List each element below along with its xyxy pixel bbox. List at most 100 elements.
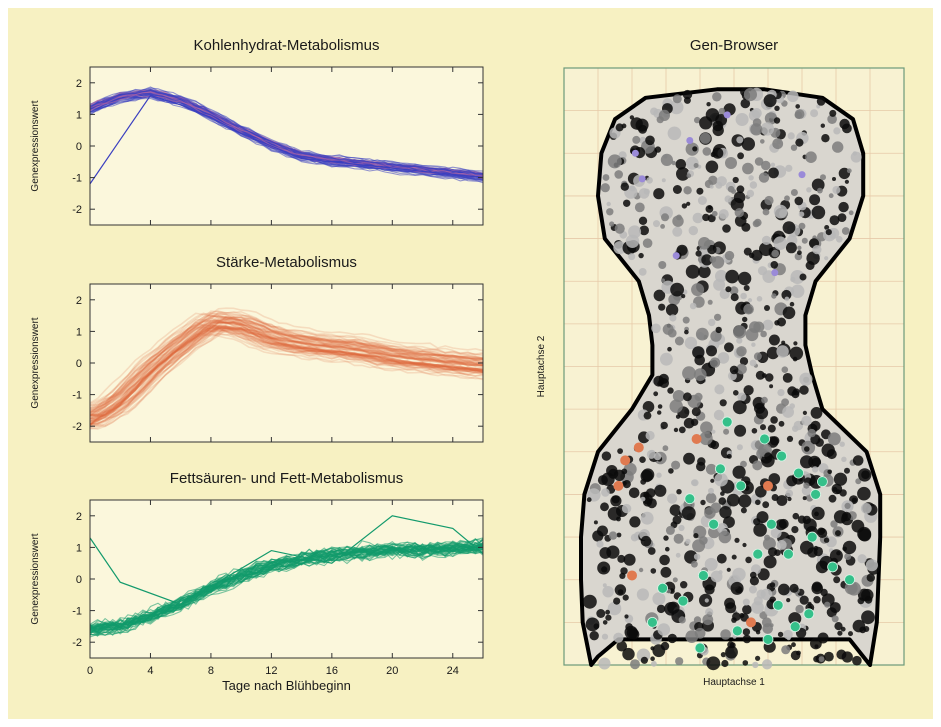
density-speckle (788, 612, 802, 626)
density-speckle (811, 178, 825, 192)
density-speckle (607, 601, 622, 616)
figure-panel: -2 -1 0 1 2 Kohlenhydrat-Metabolismus Genexpre… (8, 8, 933, 719)
density-speckle (696, 187, 704, 195)
density-speckle (675, 552, 681, 558)
density-speckle (601, 488, 610, 497)
series-line (89, 325, 484, 421)
density-speckle (683, 392, 692, 402)
density-speckle (638, 188, 650, 199)
density-speckle (620, 567, 628, 575)
density-speckle (838, 201, 849, 213)
density-speckle (621, 503, 632, 514)
density-speckle (667, 601, 680, 614)
series-line (89, 90, 484, 175)
scatter-point-green (844, 574, 855, 586)
density-speckle (645, 135, 655, 146)
density-speckle (690, 418, 699, 426)
density-speckle (817, 187, 823, 194)
y-axis-label: Hauptachse 2 (536, 335, 547, 397)
series-line (89, 312, 484, 404)
density-speckle (665, 546, 670, 552)
density-speckle (755, 655, 761, 661)
y-tick-label: 0 (76, 574, 82, 586)
y-tick-label: 0 (76, 358, 82, 370)
density-speckle (828, 193, 834, 199)
density-speckle (640, 478, 647, 485)
density-speckle (630, 533, 639, 542)
scatter-point-green (732, 625, 743, 637)
density-speckle (675, 159, 687, 170)
density-speckle (734, 537, 740, 543)
series-line (89, 329, 484, 426)
density-speckle (740, 292, 747, 300)
density-speckle (642, 238, 653, 248)
density-speckle (669, 504, 682, 516)
density-speckle (736, 185, 745, 194)
density-speckle (665, 525, 675, 535)
series-line (89, 315, 484, 415)
density-speckle (695, 250, 702, 257)
density-speckle (640, 535, 652, 547)
y-tick-label: 2 (76, 295, 82, 307)
density-speckle (743, 385, 754, 396)
series-line (89, 97, 484, 184)
series-line (89, 331, 484, 430)
density-speckle (658, 373, 669, 384)
density-speckle (773, 117, 781, 124)
density-speckle (745, 556, 752, 564)
chart-title: Gen-Browser (690, 37, 778, 54)
density-speckle (694, 116, 701, 124)
density-speckle (673, 427, 679, 433)
series-line (89, 318, 484, 418)
series-line (89, 319, 484, 420)
density-speckle (712, 92, 722, 102)
chart-title: Fettsäuren- und Fett-Metabolismus (170, 470, 403, 487)
density-speckle (774, 549, 781, 556)
density-speckle (640, 656, 649, 664)
density-speckle (770, 436, 780, 446)
density-speckle (724, 342, 734, 353)
series-line (89, 95, 484, 181)
density-speckle (622, 480, 631, 489)
density-speckle (605, 614, 612, 621)
density-speckle (660, 566, 672, 578)
density-speckle (733, 191, 746, 204)
density-speckle (686, 201, 691, 206)
density-speckle (667, 126, 682, 141)
density-speckle (816, 104, 821, 109)
density-speckle (805, 151, 817, 163)
density-speckle (683, 452, 695, 465)
density-speckle (672, 390, 685, 402)
density-speckle (652, 644, 666, 658)
density-speckle (617, 554, 626, 563)
density-speckle (720, 629, 731, 640)
density-speckle (764, 452, 772, 461)
x-tick-label: 16 (326, 665, 338, 677)
density-speckle (749, 585, 757, 594)
density-speckle (632, 135, 641, 144)
density-speckle (704, 557, 718, 571)
density-speckle (797, 250, 802, 256)
density-speckle (792, 425, 799, 432)
series-line (89, 320, 484, 417)
density-speckle (681, 203, 688, 209)
density-speckle (846, 168, 852, 174)
density-speckle (638, 567, 644, 573)
series-line (89, 324, 484, 417)
density-speckle (733, 390, 739, 396)
density-speckle (811, 582, 823, 595)
scatter-point-violet (686, 136, 694, 144)
y-axis-label: Genexpressionswert (30, 317, 41, 408)
density-speckle (823, 537, 830, 543)
density-speckle (841, 651, 853, 663)
density-speckle (646, 449, 656, 459)
density-speckle (751, 564, 761, 575)
density-speckle (755, 630, 761, 635)
scatter-point-green (694, 642, 706, 654)
density-speckle (640, 496, 646, 502)
x-tick-label: 0 (87, 665, 93, 677)
density-speckle (696, 461, 706, 472)
density-speckle (712, 147, 724, 159)
density-speckle (684, 336, 698, 350)
density-speckle (628, 253, 636, 261)
